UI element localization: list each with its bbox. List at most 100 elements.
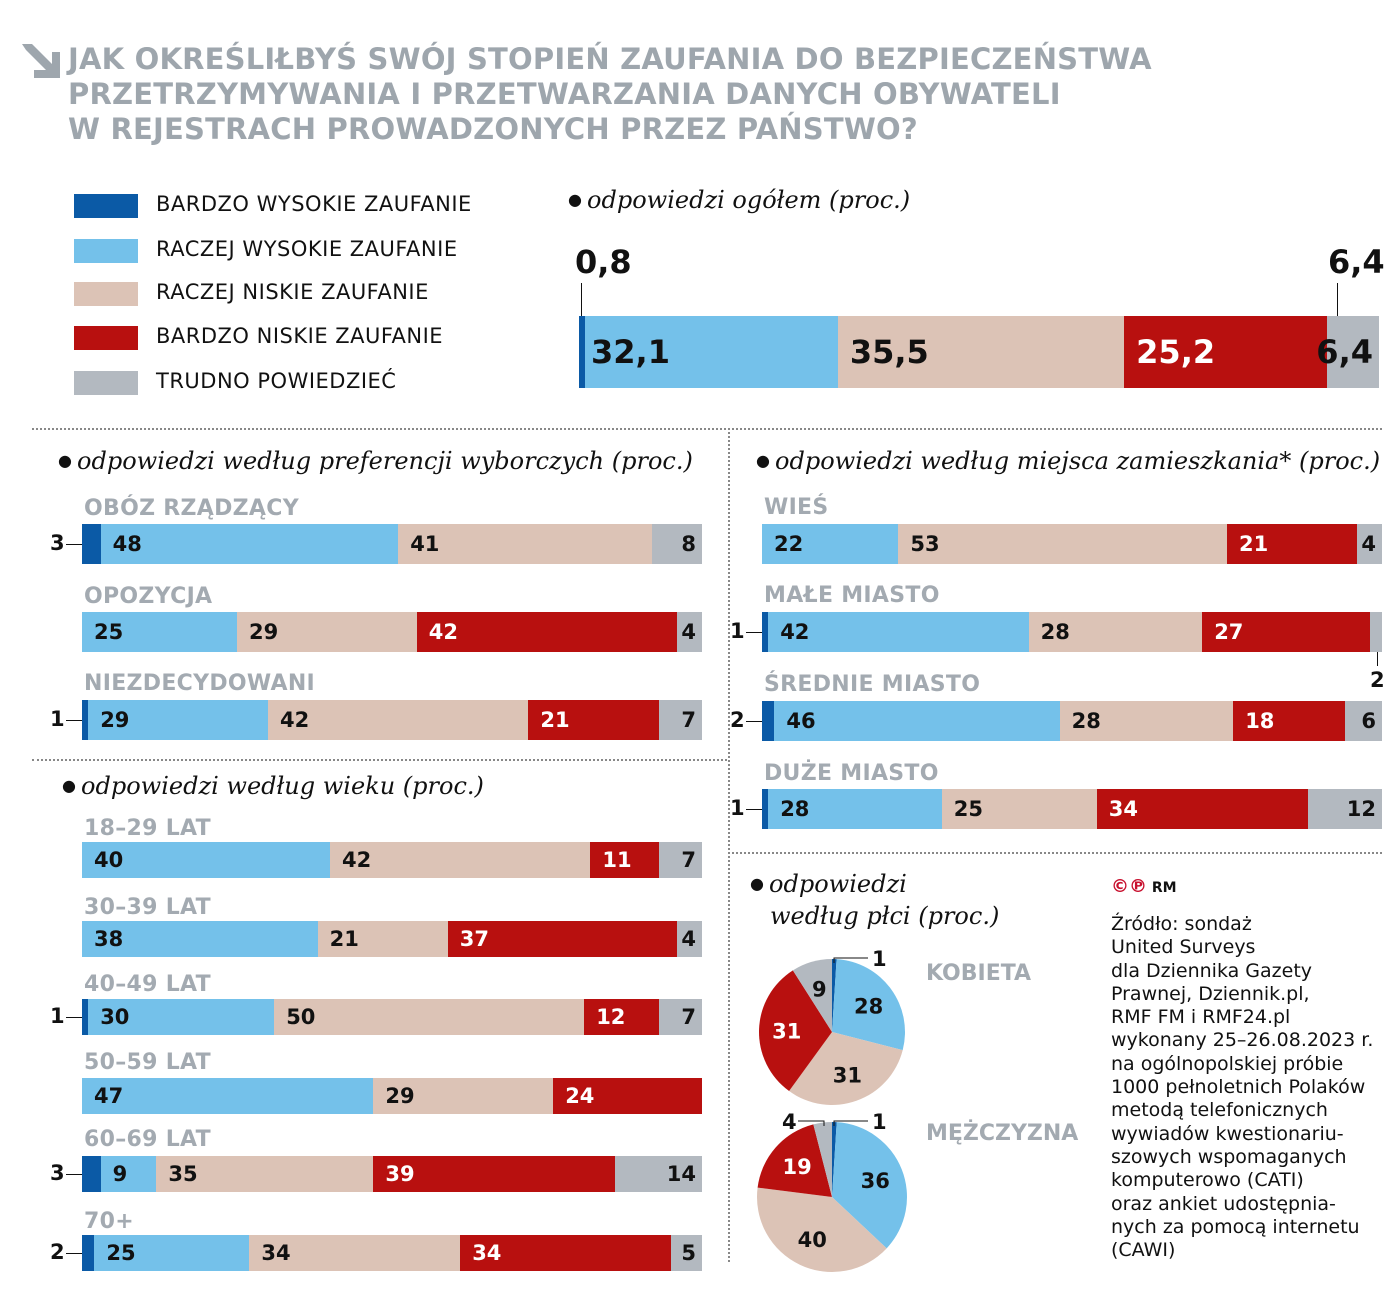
value-label-very-low: 24 [565,1084,595,1108]
value-label-rather-low: 21 [329,927,359,951]
bar-segment-hard-to-say: 14 [615,1156,702,1192]
value-label-hard-to-say: 8 [681,532,696,556]
bar-segment-hard-to-say: 4 [677,921,702,957]
value-label-hard-to-say: 5 [681,1241,696,1265]
leader-line [66,1253,82,1254]
pie-slice-very-high [832,959,837,1032]
pie-slice-hard-to-say [813,1122,832,1197]
chart-title: JAK OKREŚLIŁBYŚ SWÓJ STOPIEŃ ZAUFANIA DO… [68,42,1152,147]
value-label-very-high: 2 [730,708,745,732]
bar-segment-very-low: 39 [373,1156,616,1192]
legend-label: RACZEJ NISKIE ZAUFANIE [156,280,429,304]
arrow-icon [22,44,60,78]
pie-value-label-rather-high: 28 [854,994,883,1018]
bar-segment-rather-high: 25 [94,1235,250,1271]
bar-segment-very-high [762,612,769,652]
value-label-rather-low: 34 [261,1241,291,1265]
bar-segment-rather-high: 47 [82,1078,374,1114]
bar-segment-hard-to-say: 12 [1307,789,1382,829]
pie-value-label-very-high: 1 [872,947,887,971]
value-label-rather-high: 28 [780,797,810,821]
source-line: szowych wspomaganych [1111,1145,1347,1168]
source-line: RMF FM i RMF24.pl [1111,1006,1291,1029]
bar-segment-very-low: 18 [1233,701,1345,741]
stacked-bar: 32,1 35,5 25,2 6,4 [579,316,1379,388]
bar-segment-rather-high: 38 [82,921,318,957]
value-label-rather-low: 42 [342,848,372,872]
bar-segment-very-low: 42 [416,612,678,652]
source-line: metodą telefonicznych [1111,1099,1328,1122]
legend-label: RACZEJ WYSOKIE ZAUFANIE [156,237,458,261]
value-label-rather-high: 40 [94,848,124,872]
leader-line [798,1120,825,1126]
value-label-rather-low: 42 [280,708,310,732]
value-label-rather-low: 25 [953,797,984,821]
bar-segment-very-low: 21 [1227,524,1358,564]
title-line: W REJESTRACH PROWADZONYCH PRZEZ PAŃSTWO? [68,112,918,146]
legend-swatch-rather-low [74,282,138,306]
source-line: United Surveys [1111,936,1256,959]
value-label-rather-low: 28 [1071,709,1101,733]
pie-slice-hard-to-say [792,959,832,1032]
leader-line [66,544,82,545]
value-label-very-low: 18 [1245,709,1275,733]
leader-line [746,721,762,722]
value-label-hard-to-say: 7 [681,1005,696,1029]
bar-segment-rather-high: 40 [82,842,330,878]
bar-segment-hard-to-say: 6,4 [1316,316,1379,388]
value-label-rather-low: 53 [910,532,940,556]
legend-label: BARDZO WYSOKIE ZAUFANIE [156,192,472,216]
source-line: (CAWI) [1111,1239,1176,1262]
bar-segment-very-high [762,701,775,741]
stacked-bar: 29 42 21 7 [82,700,702,740]
pie-value-label-rather-low: 40 [798,1228,827,1252]
value-label-rather-low: 35,5 [849,333,929,371]
bar-segment-rather-low: 34 [249,1235,461,1271]
title-line: PRZETRZYMYWANIA I PRZETWARZANIA DANYCH O… [68,77,1061,111]
value-label-hard-to-say: 7 [681,708,696,732]
bar-segment-very-low: 34 [1096,789,1308,829]
category-label: MAŁE MIASTO [764,583,940,608]
value-label-very-low: 11 [602,848,632,872]
bar-segment-hard-to-say: 8 [652,524,702,564]
legend-swatch-rather-high [74,239,138,263]
bar-segment-very-low: 11 [590,842,659,878]
stacked-bar: 46 28 18 6 [762,701,1382,741]
bar-segment-rather-high: 9 [100,1156,157,1192]
value-label-hard-to-say: 4 [1361,532,1376,556]
value-label-rather-high: 29 [100,708,130,732]
value-label-very-low: 39 [385,1162,415,1186]
value-label-very-high: 1 [50,707,65,731]
leader-line [66,720,82,721]
legend-swatch-hard-to-say [74,371,138,395]
stacked-bar: 42 28 27 [762,612,1382,652]
value-label-hard-to-say: 4 [681,927,696,951]
category-label: DUŻE MIASTO [764,761,939,786]
value-label-very-low: 21 [1239,532,1269,556]
category-label: 18–29 LAT [84,816,211,841]
bar-segment-rather-high: 22 [762,524,899,564]
bar-segment-very-high [762,789,769,829]
legend-label: TRUDNO POWIEDZIEĆ [156,369,397,393]
bar-segment-very-high [82,999,89,1035]
value-label-rather-high: 25 [106,1241,136,1265]
title-line: JAK OKREŚLIŁBYŚ SWÓJ STOPIEŃ ZAUFANIA DO… [68,42,1152,76]
bar-segment-rather-high: 42 [768,612,1029,652]
bar-segment-very-low: 37 [447,921,678,957]
source-line: wywiadów kwestionariu- [1111,1122,1344,1145]
category-label: 40–49 LAT [84,972,211,997]
value-label-rather-low: 28 [1040,620,1070,644]
bar-segment-rather-low: 29 [237,612,417,652]
pie-value-label-very-low: 31 [772,1020,801,1044]
bar-segment-very-low: 21 [528,700,659,740]
subtitle-overall: odpowiedzi ogółem (proc.) [568,186,910,214]
leader-line [833,1120,868,1126]
bar-segment-hard-to-say: 4 [677,612,702,652]
bar-segment-rather-low: 35,5 [837,316,1125,388]
category-label: WIEŚ [764,495,829,520]
bar-segment-rather-low: 21 [317,921,448,957]
value-label-very-low: 42 [428,620,459,644]
bar-segment-rather-high: 48 [100,524,399,564]
legend-swatch-very-low [74,326,138,350]
